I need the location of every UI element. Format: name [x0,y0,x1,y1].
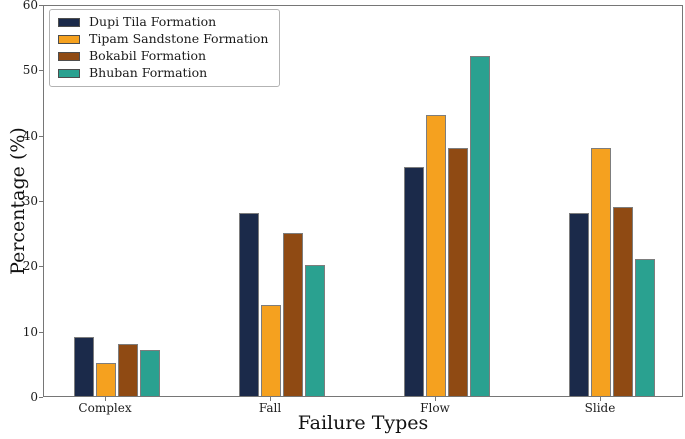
y-tick [39,135,43,137]
bar-group-slide [569,148,657,396]
y-tick [39,331,43,333]
bar [404,167,424,396]
legend-label: Bokabil Formation [89,48,207,63]
legend-item: Tipam Sandstone Formation [58,32,268,46]
legend: Dupi Tila Formation Tipam Sandstone Forma… [49,9,281,87]
legend-label: Tipam Sandstone Formation [89,31,269,46]
y-tick-label: 60 [22,0,38,12]
x-tick [270,397,271,401]
y-tick-label: 20 [22,259,38,274]
bar [140,350,160,396]
legend-label: Bhuban Formation [89,65,208,80]
bar-group-complex [74,337,162,396]
bar-group-flow [404,56,492,396]
legend-swatch [58,68,80,78]
bar [470,56,490,396]
y-tick-label: 0 [30,390,38,404]
x-tick [435,397,436,401]
bar [261,305,281,396]
bar [305,265,325,396]
legend-item: Bhuban Formation [58,66,268,80]
y-tick [39,201,43,202]
bar [569,213,589,396]
bar [74,337,94,396]
bar-group-fall [239,213,327,396]
legend-item: Bokabil Formation [58,49,268,63]
y-tick [39,397,43,398]
y-tick-label: 40 [22,128,38,143]
plot-area [43,5,683,397]
legend-label: Dupi Tila Formation [89,14,217,29]
y-tick [39,266,43,268]
bar [283,233,303,396]
bar [239,213,259,396]
y-tick-label: 30 [22,194,38,208]
y-tick-label: 10 [22,324,38,339]
x-tick [600,397,601,401]
bar [591,148,611,396]
y-tick [39,70,43,72]
x-tick-label: Slide [584,401,616,415]
y-tick-label: 50 [22,63,38,78]
bar [96,363,116,396]
x-tick-label: Fall [258,401,282,415]
bar [448,148,468,396]
y-tick [39,5,43,6]
legend-swatch [58,51,80,61]
legend-swatch [58,34,80,44]
x-tick-label: Flow [420,401,450,415]
x-tick [105,397,106,401]
bar [426,115,446,396]
bar [613,207,633,396]
bar [118,344,138,396]
legend-swatch [58,17,80,27]
x-axis-label: Failure Types [297,412,429,434]
legend-item: Dupi Tila Formation [58,15,268,29]
x-tick-label: Complex [78,401,132,415]
bar [635,259,655,396]
